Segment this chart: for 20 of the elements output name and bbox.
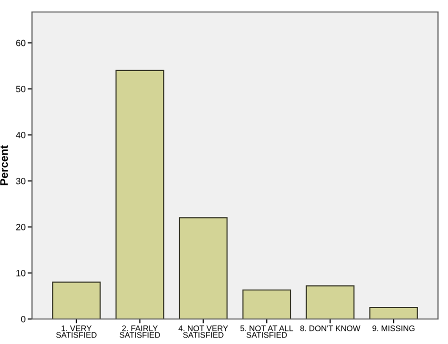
y-tick-label: 50 (16, 86, 26, 92)
y-tick-label: 40 (16, 132, 26, 138)
y-tick-label: 30 (16, 178, 26, 184)
x-tick-label: 4. NOT VERY SATISFIED (178, 325, 228, 338)
bar (242, 289, 292, 319)
y-tick-label: 20 (16, 224, 26, 230)
bar (306, 285, 354, 319)
bar (369, 306, 418, 319)
y-tick-label: 60 (16, 40, 26, 46)
y-tick-label: 10 (16, 270, 26, 276)
bar (116, 70, 164, 319)
y-tick-label: 0 (21, 316, 26, 322)
bar (52, 282, 101, 319)
y-axis-title: Percent (0, 145, 8, 186)
x-tick-label: 2. FAIRLY SATISFIED (120, 325, 160, 338)
bar (178, 217, 228, 319)
x-tick-label: 8. DON'T KNOW (300, 325, 360, 332)
x-tick-label: 9. MISSING (372, 325, 414, 332)
x-tick-label: 1. VERY SATISFIED (56, 326, 97, 338)
x-tick-label: 5. NOT AT ALL SATISFIED (240, 325, 294, 338)
